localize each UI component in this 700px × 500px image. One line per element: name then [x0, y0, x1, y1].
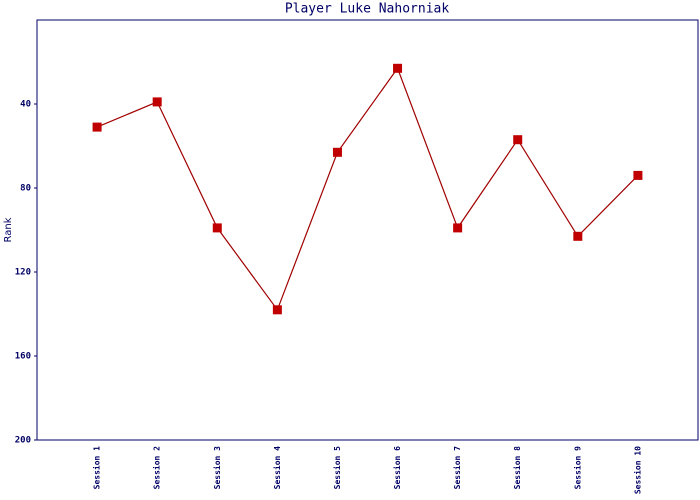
point-marker: [453, 223, 463, 233]
point-marker: [212, 223, 222, 233]
series-line: [96, 67, 639, 312]
point-marker: [393, 63, 403, 73]
x-tick-label: Session 7: [452, 446, 462, 490]
y-tick-label: 200: [15, 436, 31, 446]
y-axis-label: Rank: [3, 217, 14, 242]
y-tick-label: 40: [20, 100, 31, 110]
point-marker: [152, 97, 162, 107]
x-tick-label: Session 10: [632, 446, 642, 494]
x-tick-label: Session 5: [332, 446, 342, 490]
point-marker: [272, 305, 282, 315]
y-tick-label: 160: [15, 352, 31, 362]
y-tick-label: 80: [20, 184, 31, 194]
x-tick-label: Session 3: [212, 446, 222, 490]
point-marker: [92, 122, 102, 132]
x-tick-label: Session 4: [272, 446, 282, 490]
point-marker: [633, 170, 643, 180]
y-tick-label: 120: [15, 268, 31, 278]
x-tick-label: Session 2: [152, 446, 162, 490]
x-tick-label: Session 8: [512, 446, 522, 490]
chart-title: Player Luke Nahorniak: [285, 2, 450, 17]
plot-frame: [36, 19, 699, 441]
point-marker: [332, 147, 342, 157]
x-tick-label: Session 1: [92, 446, 102, 490]
point-marker: [573, 231, 583, 241]
x-tick-label: Session 6: [392, 446, 402, 490]
point-marker: [513, 135, 523, 145]
x-tick-label: Session 9: [572, 446, 582, 490]
